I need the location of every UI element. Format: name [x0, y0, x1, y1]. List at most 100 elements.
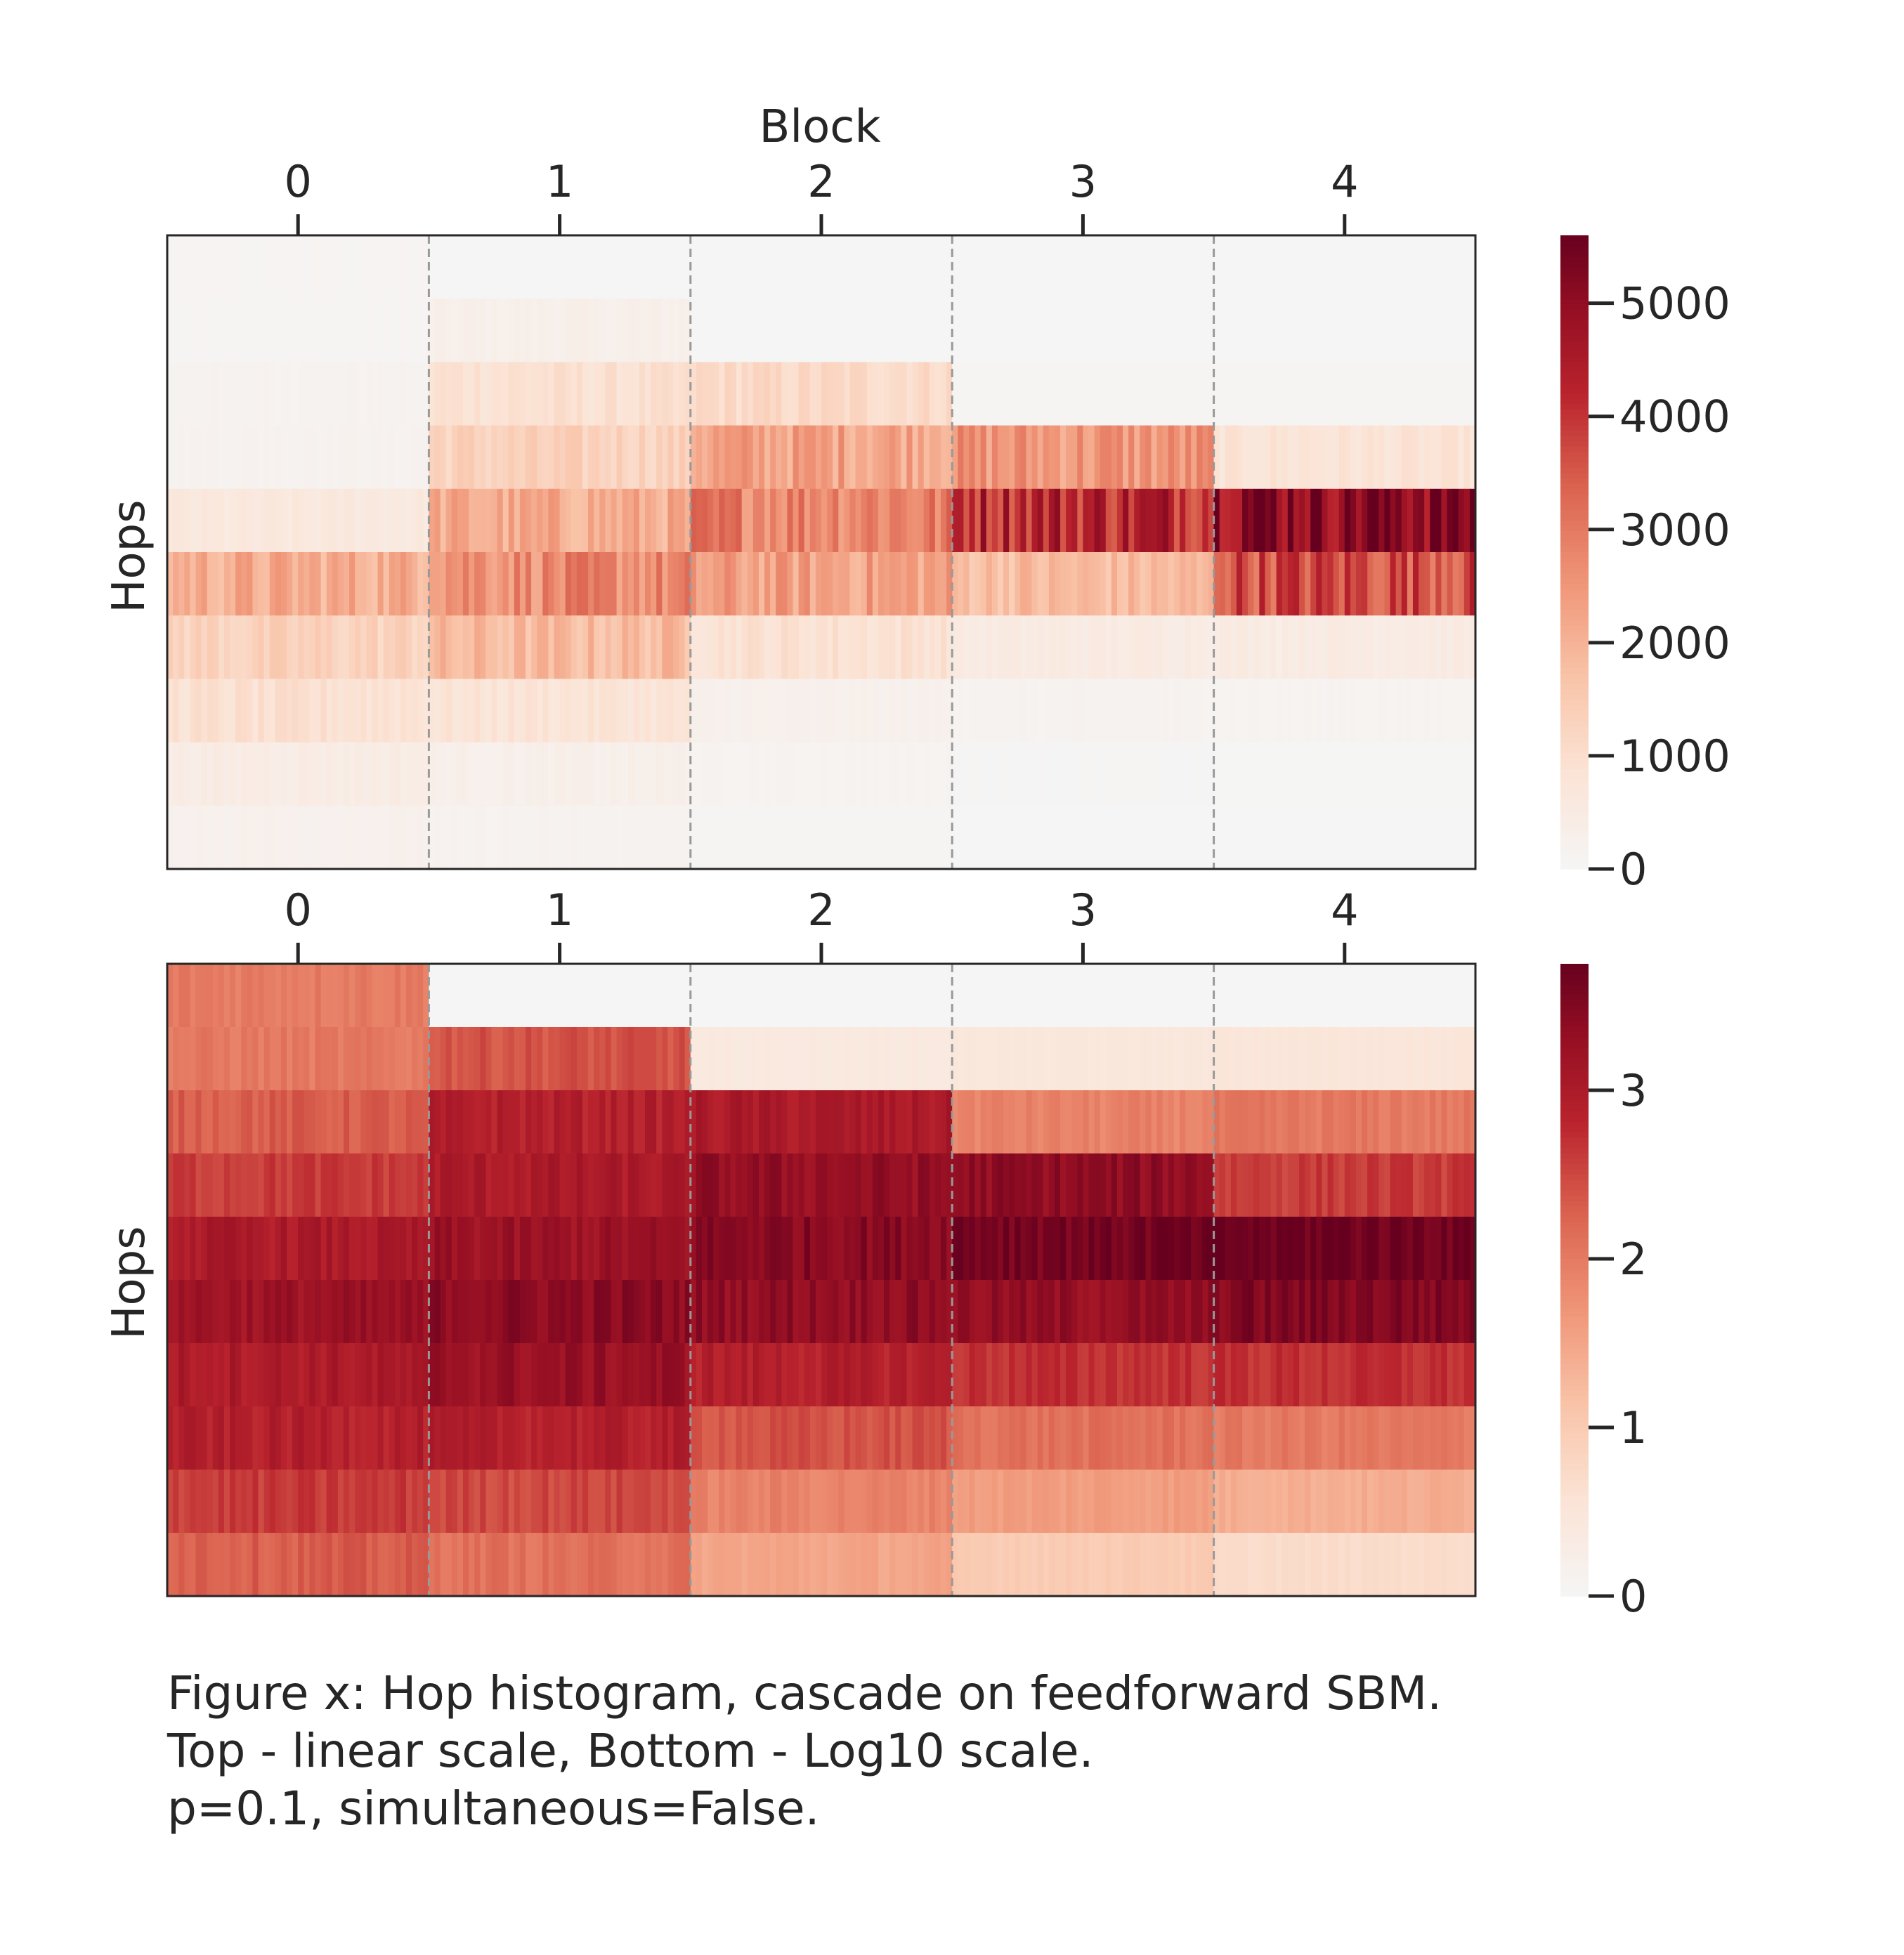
colorbar-tick-label: 3: [1619, 1065, 1647, 1116]
heatmap-cell: [429, 1406, 691, 1470]
heatmap-cell: [1213, 362, 1476, 426]
heatmap-cell: [690, 552, 953, 616]
heatmap-cell: [429, 964, 691, 1028]
heatmap-cell: [167, 1090, 429, 1154]
heatmap-cell: [167, 1153, 429, 1217]
heatmap-cell: [167, 425, 429, 490]
heatmap-cell: [429, 1027, 691, 1091]
heatmap-cell: [429, 552, 691, 616]
heatmap-cell: [1213, 679, 1476, 743]
heatmap-cell: [690, 1153, 953, 1217]
x-axis-title: Block: [759, 101, 880, 153]
heatmap-cell: [429, 425, 691, 490]
heatmap-cell: [1213, 488, 1476, 553]
heatmap-cell: [952, 1217, 1215, 1281]
colorbar-tick-label: 2000: [1619, 617, 1730, 669]
heatmap-cell: [167, 488, 429, 553]
heatmap-cell: [1213, 1090, 1476, 1154]
heatmap-cell: [690, 742, 953, 806]
heatmap-cell: [429, 805, 691, 870]
caption-line-3: p=0.1, simultaneous=False.: [167, 1781, 820, 1836]
x-tick-label: 3: [1069, 156, 1097, 207]
colorbar-tick-label: 5000: [1619, 278, 1730, 329]
heatmap-cell: [690, 488, 953, 553]
heatmap-cell: [167, 362, 429, 426]
x-tick-label: 4: [1331, 156, 1358, 207]
heatmap-cell: [429, 235, 691, 299]
colorbar-tick-label: 0: [1619, 844, 1647, 895]
heatmap-cell: [429, 1153, 691, 1217]
heatmap-cell: [952, 1090, 1215, 1154]
heatmap-cell: [690, 425, 953, 490]
heatmap-cell: [429, 299, 691, 362]
heatmap-cell: [167, 1470, 429, 1534]
bottom-colorbar: 0 1 2 3: [1560, 964, 1647, 1622]
heatmap-cell: [952, 1470, 1215, 1534]
colorbar-tick-label: 0: [1619, 1571, 1647, 1622]
bottom-y-axis-title: Hops: [103, 1226, 155, 1339]
figure-caption: Figure x: Hop histogram, cascade on feed…: [167, 1665, 1442, 1838]
heatmap-cell: [690, 1470, 953, 1534]
heatmap-cell: [690, 1406, 953, 1470]
heatmap-cell: [1213, 615, 1476, 679]
heatmap-cell: [690, 1217, 953, 1281]
heatmap-cell: [1213, 805, 1476, 870]
colorbar-tick-label: 2: [1619, 1234, 1647, 1285]
top-colorbar: 0 1000 2000 3000 4000 5000: [1560, 235, 1730, 895]
heatmap-cell: [952, 1343, 1215, 1407]
heatmap-cell: [429, 1470, 691, 1534]
heatmap-cell: [952, 488, 1215, 553]
x-tick-label: 0: [284, 156, 311, 207]
caption-line-1: Figure x: Hop histogram, cascade on feed…: [167, 1666, 1442, 1720]
heatmap-cell: [429, 1343, 691, 1407]
heatmap-cell: [167, 299, 429, 362]
heatmap-cell: [690, 964, 953, 1028]
heatmap-cell: [429, 1280, 691, 1344]
heatmap-cell: [167, 679, 429, 743]
heatmap-cell: [429, 679, 691, 743]
heatmap-cell: [1213, 1343, 1476, 1407]
bottom-heatmap-panel: 0 1 2 3 4: [166, 884, 1477, 1597]
heatmap-cell: [167, 1406, 429, 1470]
heatmap-cell: [1213, 742, 1476, 806]
x-tick-label: 2: [807, 156, 835, 207]
colorbar-tick-label: 1: [1619, 1402, 1647, 1453]
heatmap-cell: [1213, 1027, 1476, 1091]
heatmap-cell: [167, 1533, 429, 1597]
top-heatmap-panel: 0 1 2 3 4: [166, 156, 1477, 870]
heatmap-cell: [952, 1153, 1215, 1217]
heatmap-cell: [1213, 235, 1476, 299]
x-tick-label: 4: [1331, 884, 1358, 936]
heatmap-cell: [690, 1090, 953, 1154]
heatmap-cell: [1213, 1280, 1476, 1344]
x-tick-label: 1: [546, 156, 573, 207]
heatmap-cell: [167, 235, 429, 299]
colorbar-tick-label: 4000: [1619, 391, 1730, 443]
heatmap-cell: [167, 742, 429, 806]
heatmap-cell: [690, 1533, 953, 1597]
heatmap-cell: [952, 299, 1215, 362]
heatmap-cell: [1213, 425, 1476, 490]
heatmap-cell: [952, 679, 1215, 743]
heatmap-cell: [429, 362, 691, 426]
heatmap-cell: [952, 235, 1215, 299]
heatmap-cell: [690, 679, 953, 743]
heatmap-cell: [690, 362, 953, 426]
x-tick-label: 0: [284, 884, 311, 936]
heatmap-cell: [1213, 1153, 1476, 1217]
heatmap-cell: [167, 1343, 429, 1407]
heatmap-cell: [167, 805, 429, 870]
heatmap-cell: [429, 488, 691, 553]
heatmap-cell: [429, 1533, 691, 1597]
heatmap-cell: [952, 615, 1215, 679]
heatmap-cell: [952, 1280, 1215, 1344]
heatmap-cell: [1213, 1406, 1476, 1470]
heatmap-cell: [952, 964, 1215, 1028]
heatmap-cell: [690, 1027, 953, 1091]
heatmap-cell: [1213, 1533, 1476, 1597]
heatmap-cell: [952, 742, 1215, 806]
heatmap-cell: [167, 1217, 429, 1281]
colorbar-tick-label: 3000: [1619, 504, 1730, 556]
heatmap-cell: [952, 1406, 1215, 1470]
